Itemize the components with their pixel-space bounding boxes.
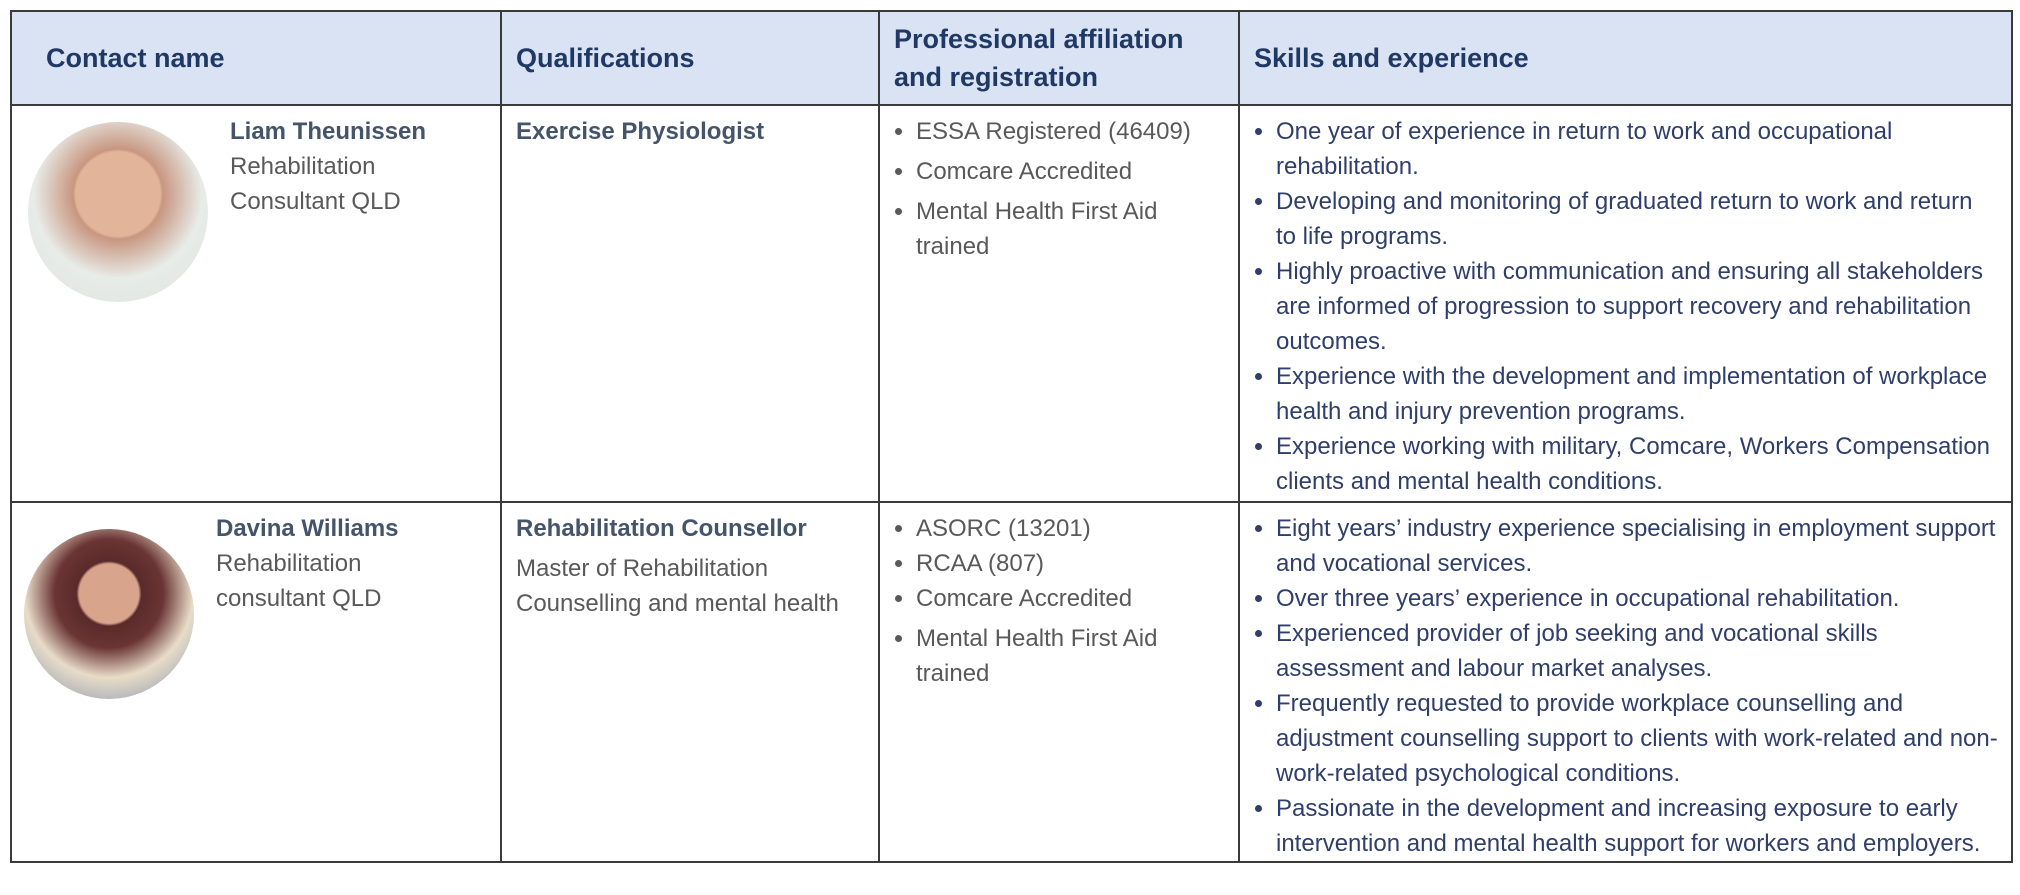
contact-name: Liam Theunissen — [230, 118, 427, 145]
affiliation: Mental Health First Aid trained — [916, 194, 1226, 264]
photo — [28, 122, 208, 302]
skill: Highly proactive with communication and … — [1276, 254, 1999, 359]
skill: One year of experience in return to work… — [1276, 114, 1999, 184]
contact-cell: Liam Theunissen Rehabilitation Consultan… — [10, 104, 502, 503]
column-header: Contact name — [10, 10, 502, 106]
skills-cell: One year of experience in return to work… — [1238, 104, 2013, 503]
contacts-table: Contact name Qualifications Professional… — [10, 10, 2013, 863]
affiliation-list: ASORC (13201) RCAA (807) Comcare Accredi… — [894, 511, 1226, 691]
affiliation-cell: ASORC (13201) RCAA (807) Comcare Accredi… — [878, 501, 1240, 863]
qualification-cell: Exercise Physiologist — [500, 104, 880, 503]
photo — [24, 529, 194, 699]
affiliation-cell: ESSA Registered (46409) Comcare Accredit… — [878, 104, 1240, 503]
skill: Experienced provider of job seeking and … — [1276, 616, 1999, 686]
skill: Passionate in the development and increa… — [1276, 791, 1999, 861]
skill: Experience with the development and impl… — [1276, 359, 1999, 429]
contact-row: Liam Theunissen Rehabilitation Consultan… — [10, 104, 2013, 503]
affiliation: ASORC (13201) — [916, 511, 1226, 546]
skills-cell: Eight years’ industry experience special… — [1238, 501, 2013, 863]
contact-row: Davina Williams Rehabilitation consultan… — [10, 501, 2013, 863]
column-header: Professional affiliation and registratio… — [878, 10, 1240, 106]
skill: Experience working with military, Comcar… — [1276, 429, 1999, 499]
qualification-detail: Master of Rehabilitation Counselling and… — [516, 555, 839, 617]
column-header: Skills and experience — [1238, 10, 2013, 106]
column-header: Qualifications — [500, 10, 880, 106]
qualification-cell: Rehabilitation Counsellor Master of Reha… — [500, 501, 880, 863]
affiliation: RCAA (807) — [916, 546, 1226, 581]
skills-list: Eight years’ industry experience special… — [1254, 511, 1999, 861]
skill: Developing and monitoring of graduated r… — [1276, 184, 1999, 254]
affiliation: Mental Health First Aid trained — [916, 621, 1226, 691]
skill: Frequently requested to provide workplac… — [1276, 686, 1999, 791]
skills-list: One year of experience in return to work… — [1254, 114, 1999, 499]
contact-role: Rehabilitation consultant QLD — [216, 550, 382, 612]
skill: Over three years’ experience in occupati… — [1276, 581, 1999, 616]
contact-role: Rehabilitation Consultant QLD — [230, 153, 401, 215]
contact-cell: Davina Williams Rehabilitation consultan… — [10, 501, 502, 863]
affiliation: ESSA Registered (46409) — [916, 114, 1226, 149]
affiliation: Comcare Accredited — [916, 581, 1226, 616]
contact-name: Davina Williams — [216, 515, 399, 542]
affiliation: Comcare Accredited — [916, 154, 1226, 189]
affiliation-list: ESSA Registered (46409) Comcare Accredit… — [894, 114, 1226, 264]
header-row: Contact name Qualifications Professional… — [10, 10, 2013, 106]
skill: Eight years’ industry experience special… — [1276, 511, 1999, 581]
qualification: Rehabilitation Counsellor — [516, 515, 807, 542]
qualification: Exercise Physiologist — [516, 118, 765, 145]
